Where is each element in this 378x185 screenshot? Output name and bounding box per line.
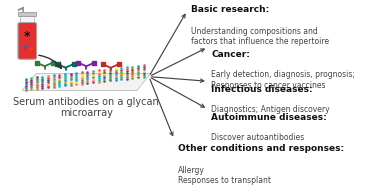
Text: *: * bbox=[24, 30, 31, 43]
Text: Other conditions and responses:: Other conditions and responses: bbox=[178, 144, 344, 153]
Text: Infectious diseases:: Infectious diseases: bbox=[211, 85, 313, 94]
Text: Early detection, diagnosis, prognosis;
Responses to cancer vaccines: Early detection, diagnosis, prognosis; R… bbox=[211, 70, 355, 90]
FancyBboxPatch shape bbox=[18, 23, 37, 59]
Polygon shape bbox=[22, 73, 150, 91]
FancyBboxPatch shape bbox=[18, 11, 36, 16]
Text: Cancer:: Cancer: bbox=[211, 50, 250, 59]
Text: Discover autoantibodies: Discover autoantibodies bbox=[211, 133, 305, 142]
Text: Understanding compositions and
factors that influence the repertoire: Understanding compositions and factors t… bbox=[191, 27, 329, 46]
Text: Y: Y bbox=[22, 45, 27, 51]
Text: Diagnostics; Antigen discovery: Diagnostics; Antigen discovery bbox=[211, 105, 330, 114]
Text: Allergy
Responses to transplant: Allergy Responses to transplant bbox=[178, 166, 271, 185]
Text: Autoimmune diseases:: Autoimmune diseases: bbox=[211, 113, 327, 122]
FancyBboxPatch shape bbox=[20, 16, 34, 25]
Text: Serum antibodies on a glycan
microarray: Serum antibodies on a glycan microarray bbox=[14, 97, 159, 118]
Text: Y: Y bbox=[28, 48, 32, 53]
Text: Basic research:: Basic research: bbox=[191, 5, 269, 14]
